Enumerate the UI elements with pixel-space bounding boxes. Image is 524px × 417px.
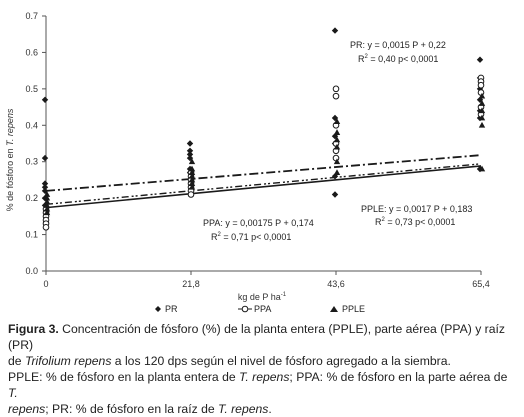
pr-point — [331, 191, 339, 198]
pple-point — [478, 100, 486, 106]
caption-line-4: repens; PR: % de fósforo en la raíz de T… — [8, 402, 272, 416]
ppa-regression-line — [45, 165, 482, 209]
pr-point — [186, 147, 194, 154]
ppa-point — [332, 85, 340, 93]
x-tick-label: 0 — [43, 279, 48, 289]
ppa-point — [477, 89, 485, 96]
x-tick-label: 21,8 — [182, 279, 200, 289]
chart-legend: PR PPA PPLE — [155, 304, 365, 314]
legend-ppa-circle-icon — [241, 305, 249, 313]
caption-line-1: Figura 3. Concentración de fósforo (%) d… — [8, 322, 505, 352]
regression-lines — [45, 154, 482, 209]
pr-point — [476, 165, 484, 173]
ppa-r2-text: R2 = 0,71 p< 0,0001 — [211, 232, 291, 242]
legend-item-pr: PR — [155, 304, 178, 314]
caption-line-3: PPLE: % de fósforo en la planta entera d… — [8, 370, 508, 400]
x-tick-label: 65,4 — [472, 279, 490, 289]
pple-point — [333, 129, 341, 135]
chart-axes: 0.0 0.1 0.2 0.3 0.4 0.5 0.6 0.7 0 21,8 43,6 65,4 — [25, 11, 489, 289]
y-tick-label: 0.4 — [25, 120, 38, 130]
pple-point — [478, 114, 486, 121]
pr-equation: PR: y = 0,0015 P + 0,22 R2 = 0,40 p< 0,0… — [350, 40, 446, 64]
caption-line-2: de Trifolium repens a los 120 dps según … — [8, 354, 451, 368]
x-axis-title: kg de P ha-1 — [238, 292, 287, 302]
pple-point — [333, 136, 341, 143]
pple-regression-line — [45, 163, 482, 206]
pple-equation: PPLE: y = 0,0017 P + 0,183 R2 = 0,73 p< … — [361, 204, 472, 227]
pr-point — [186, 151, 194, 158]
pple-point — [478, 121, 486, 128]
pr-point — [41, 184, 49, 191]
legend-item-ppa: PPA — [238, 304, 271, 314]
y-tick-label: 0.5 — [25, 84, 38, 94]
pr-equation-text: PR: y = 0,0015 P + 0,22 — [350, 40, 446, 50]
y-axis-title: % de fósforo en T. repens — [5, 108, 15, 211]
legend-pple-label: PPLE — [342, 304, 365, 314]
pr-point — [41, 180, 49, 187]
ppa-point — [332, 92, 340, 100]
y-tick-label: 0.2 — [25, 193, 38, 203]
legend-pr-diamond-icon — [155, 306, 161, 312]
pple-point — [478, 92, 486, 99]
pple-point — [478, 165, 486, 172]
pple-point — [43, 202, 51, 208]
figure-caption: Figura 3. Concentración de fósforo (%) d… — [8, 321, 518, 417]
pple-point — [188, 176, 196, 183]
pr-r2-text: R2 = 0,40 p< 0,0001 — [358, 54, 438, 64]
legend-pple-triangle-icon — [330, 306, 338, 312]
pr-regression-line — [45, 154, 482, 192]
pple-point — [188, 183, 196, 190]
legend-pr-label: PR — [165, 304, 178, 314]
pple-equation-text: PPLE: y = 0,0017 P + 0,183 — [361, 204, 472, 214]
pple-point — [188, 158, 196, 165]
pple-point — [43, 198, 51, 205]
legend-item-pple: PPLE — [330, 304, 365, 314]
pr-point — [476, 56, 484, 63]
pple-point — [188, 180, 196, 186]
pr-point — [186, 140, 194, 147]
pr-point — [41, 96, 49, 103]
y-tick-label: 0.3 — [25, 157, 38, 167]
ppa-point — [332, 154, 340, 162]
pple-point — [43, 191, 51, 197]
pr-point — [186, 165, 194, 173]
pple-point — [333, 118, 341, 125]
ppa-point — [42, 223, 50, 231]
pple-point — [333, 158, 341, 165]
pple-point — [43, 205, 51, 212]
y-tick-label: 0.7 — [25, 11, 38, 21]
pple-point — [333, 143, 341, 150]
legend-ppa-label: PPA — [254, 304, 271, 314]
ppa-point — [477, 81, 485, 89]
x-tick-label: 43,6 — [327, 279, 345, 289]
pple-r2-text: R2 = 0,73 p< 0,0001 — [375, 217, 455, 227]
pple-point — [478, 107, 486, 114]
ppa-equation-text: PPA: y = 0,00175 P + 0,174 — [203, 218, 314, 228]
pple-point — [188, 172, 196, 179]
ppa-equation: PPA: y = 0,00175 P + 0,174 R2 = 0,71 p< … — [203, 218, 314, 242]
y-tick-label: 0.0 — [25, 266, 38, 276]
pple-point — [188, 169, 196, 176]
pr-point — [41, 194, 49, 202]
pr-point — [41, 187, 49, 195]
chart-svg: 0.0 0.1 0.2 0.3 0.4 0.5 0.6 0.7 0 21,8 43,6 65,4 % … — [5, 11, 490, 314]
pple-point — [188, 165, 196, 172]
pple-point — [333, 169, 341, 176]
y-tick-label: 0.1 — [25, 230, 38, 240]
data-points — [41, 27, 486, 231]
caption-label: Figura 3. — [8, 322, 59, 336]
pple-point — [43, 194, 51, 201]
y-tick-label: 0.6 — [25, 47, 38, 57]
pr-point — [331, 27, 339, 34]
ppa-point — [187, 191, 195, 198]
pr-point — [41, 154, 49, 162]
pple-point — [43, 209, 51, 216]
